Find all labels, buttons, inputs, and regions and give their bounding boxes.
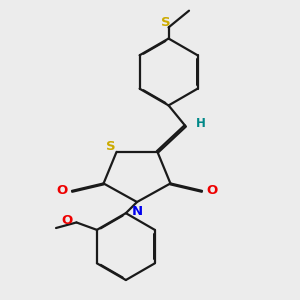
Text: S: S: [161, 16, 170, 29]
Text: O: O: [56, 184, 68, 197]
Text: N: N: [131, 205, 142, 218]
Text: S: S: [106, 140, 116, 153]
Text: O: O: [61, 214, 73, 227]
Text: O: O: [206, 184, 218, 197]
Text: H: H: [196, 118, 206, 130]
